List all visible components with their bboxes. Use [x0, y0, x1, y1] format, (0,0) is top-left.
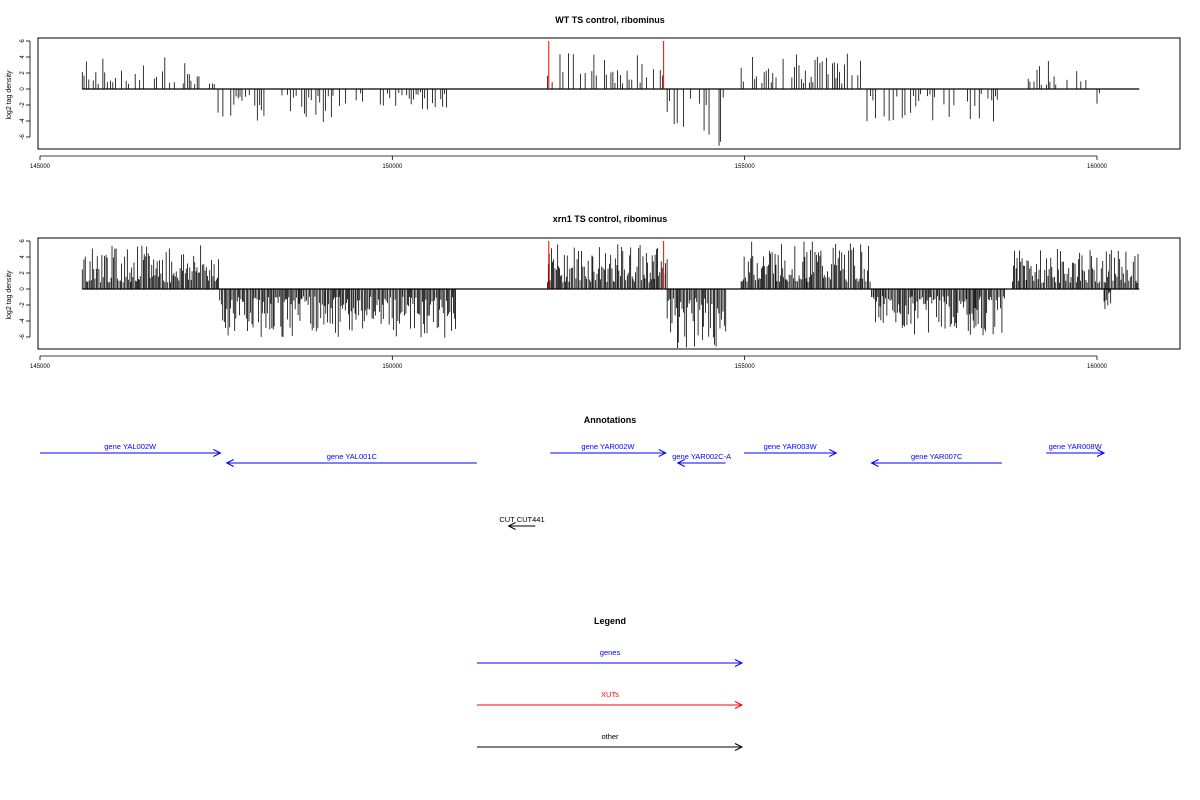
xrn1-track-panel: xrn1 TS control, ribominus log2 tag dens… [6, 214, 1181, 370]
x-tick-label: 150000 [382, 164, 403, 170]
xrn1-track-title: xrn1 TS control, ribominus [553, 214, 668, 224]
legend-title: Legend [594, 616, 626, 626]
y-tick-label: 4 [20, 55, 26, 59]
feature-label: CUT CUT441 [499, 515, 544, 524]
y-tick-label: -4 [20, 118, 26, 124]
y-tick-label: -4 [20, 318, 26, 324]
y-tick-label: -2 [20, 102, 26, 108]
feature-arrow [676, 459, 726, 467]
x-tick-label: 160000 [1087, 364, 1108, 370]
xrn1-track-ylabel: log2 tag density [6, 270, 13, 320]
legend-arrow [477, 659, 744, 667]
wt-track-frame [37, 37, 1181, 150]
feature-label: gene YAL001C [327, 452, 378, 461]
annotations-title: Annotations [584, 415, 637, 425]
legend-label: XUTs [601, 690, 619, 699]
xrn1-track-bars [81, 241, 1140, 348]
xrn1-track-frame [37, 237, 1181, 350]
feature-label: gene YAR002W [581, 442, 635, 451]
x-tick-label: 155000 [735, 364, 756, 370]
wt-track-x-axis: 145000 150000 155000 160000 [30, 155, 1108, 170]
x-tick-label: 155000 [735, 164, 756, 170]
feature-arrows: gene YAL002W gene YAL001C gene YAR002W gene… [40, 442, 1106, 530]
feature-arrow [40, 449, 222, 457]
feature-label: gene YAL002W [104, 442, 157, 451]
feature-arrow [1046, 449, 1106, 457]
wt-track-ylabel: log2 tag density [6, 70, 13, 120]
y-tick-label: -6 [20, 334, 26, 340]
wt-track-title: WT TS control, ribominus [555, 15, 665, 25]
y-tick-label: 2 [20, 71, 26, 75]
y-tick-label: -2 [20, 302, 26, 308]
feature-arrow [225, 459, 477, 467]
y-tick-label: 0 [20, 87, 26, 91]
legend-arrow [477, 743, 744, 751]
xrn1-track-y-axis: -6 -4 -2 0 2 4 6 [20, 239, 31, 340]
y-tick-label: 0 [20, 287, 26, 291]
x-tick-label: 145000 [30, 364, 51, 370]
legend-arrow [477, 701, 744, 709]
xrn1-track-x-axis: 145000 150000 155000 160000 [30, 355, 1108, 370]
x-tick-label: 160000 [1087, 164, 1108, 170]
y-tick-label: 4 [20, 255, 26, 259]
legend-label: genes [600, 648, 621, 657]
y-tick-label: 6 [20, 39, 26, 43]
wt-track-bars [81, 41, 1140, 146]
feature-label: gene YAR008W [1049, 442, 1103, 451]
feature-label: gene YAR007C [911, 452, 963, 461]
y-tick-label: 6 [20, 239, 26, 243]
feature-arrow [550, 449, 667, 457]
x-tick-label: 150000 [382, 364, 403, 370]
feature-arrow [507, 522, 536, 530]
wt-track-panel: WT TS control, ribominus log2 tag densit… [6, 15, 1181, 170]
y-tick-label: 2 [20, 271, 26, 275]
legend-section: Legend genes XUTs other [477, 616, 744, 751]
legend-items: genes XUTs other [477, 648, 744, 751]
x-tick-label: 145000 [30, 164, 51, 170]
wt-track-y-axis: -6 -4 -2 0 2 4 6 [20, 39, 31, 140]
y-tick-label: -6 [20, 134, 26, 140]
feature-label: gene YAR003W [764, 442, 818, 451]
legend-label: other [601, 732, 619, 741]
feature-label: gene YAR002C-A [672, 452, 731, 461]
feature-arrow [870, 459, 1002, 467]
feature-arrow [743, 449, 838, 457]
